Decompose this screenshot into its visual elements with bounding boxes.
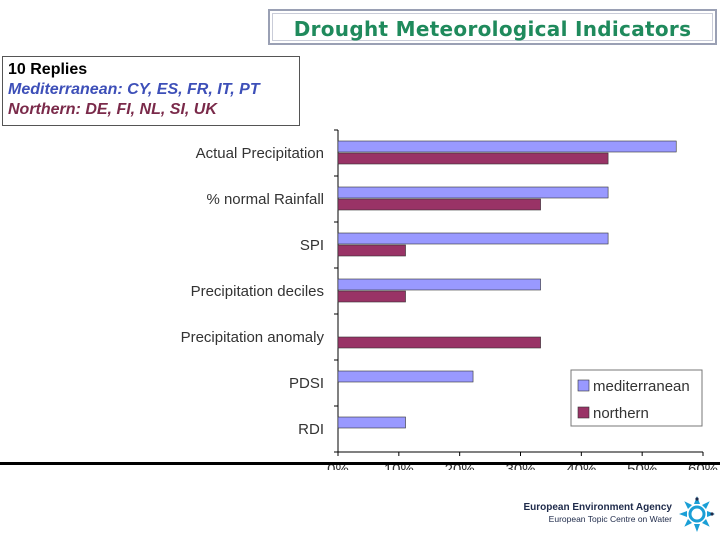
northern-countries: Northern: DE, FI, NL, SI, UK [8,101,217,118]
eea-logo-icon [679,496,715,532]
category-label: RDI [298,421,324,438]
title-box-inner-border [272,13,713,41]
bar-mediterranean [337,186,609,199]
bar-northern [337,198,541,211]
x-tick-label: 20% [445,461,475,470]
bar-chart: 0% 10% 20% 30% 40% 50% 60% Actual Precipitation… [181,129,718,470]
x-tick-label: 0% [327,461,349,470]
agency-name: European Environment Agency [523,502,672,513]
replies-count: 10 Replies [8,61,88,78]
bar-mediterranean [337,140,677,153]
legend-label-mediterranean: mediterranean [593,378,690,395]
x-tick-label: 50% [627,461,657,470]
category-label: SPI [300,237,324,254]
bar-northern [337,244,406,257]
x-tick-label: 40% [566,461,596,470]
legend-swatch-northern [577,406,590,419]
category-label: Actual Precipitation [196,145,324,162]
bar-mediterranean [337,416,406,429]
bar-northern [337,152,609,165]
footer-divider [0,462,720,465]
info-box: 10 Replies Mediterranean: CY, ES, FR, IT… [2,56,300,126]
x-tick-label: 60% [688,461,718,470]
agency-text: European Environment Agency European Top… [523,502,672,525]
bar-mediterranean [337,370,474,383]
bar-northern [337,290,406,303]
category-label: PDSI [289,375,324,392]
page-title: Drought Meteorological Indicators [293,17,692,41]
bar-mediterranean [337,232,609,245]
mediterranean-countries: Mediterranean: CY, ES, FR, IT, PT [8,81,260,98]
title-box: Drought Meteorological Indicators [268,9,717,45]
x-tick-label: 30% [505,461,535,470]
bar-northern [337,336,541,349]
legend-label-northern: northern [593,405,649,422]
category-label: % normal Rainfall [206,191,324,208]
x-tick-label: 10% [384,461,414,470]
centre-name: European Topic Centre on Water [548,514,672,524]
bar-mediterranean [337,278,541,291]
legend-box [570,369,703,427]
legend-swatch-mediterranean [577,379,590,392]
category-label: Precipitation anomaly [181,329,325,346]
category-label: Precipitation deciles [191,283,324,300]
